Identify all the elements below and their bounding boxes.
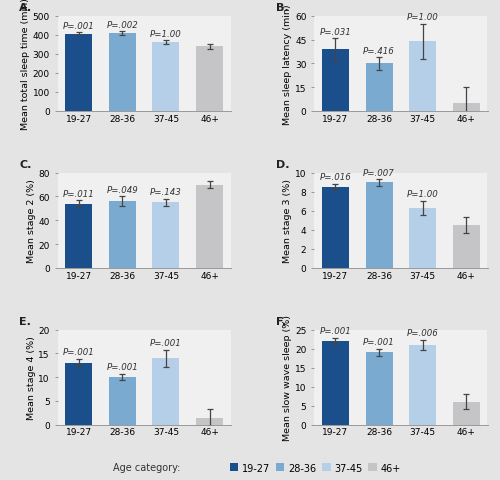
- Text: P=.002: P=.002: [106, 21, 138, 30]
- Bar: [409, 345, 436, 425]
- Text: P=.001: P=.001: [63, 22, 95, 31]
- Text: P=.016: P=.016: [320, 173, 352, 182]
- Text: D.: D.: [276, 159, 289, 169]
- Y-axis label: Mean slow wave sleep (%): Mean slow wave sleep (%): [283, 314, 292, 440]
- Bar: [152, 359, 180, 425]
- Bar: [109, 202, 136, 268]
- Bar: [196, 47, 223, 112]
- Text: P=1.00: P=1.00: [150, 30, 182, 38]
- Bar: [66, 35, 92, 112]
- Bar: [409, 42, 436, 112]
- Bar: [452, 402, 479, 425]
- Bar: [109, 377, 136, 425]
- Text: P=.001: P=.001: [363, 337, 395, 347]
- Text: P=.143: P=.143: [150, 188, 182, 197]
- Y-axis label: Mean stage 3 (%): Mean stage 3 (%): [283, 179, 292, 263]
- Text: E.: E.: [20, 316, 31, 326]
- Bar: [366, 64, 392, 112]
- Text: P=.416: P=.416: [363, 47, 395, 56]
- Text: F.: F.: [276, 316, 286, 326]
- Bar: [152, 203, 180, 268]
- Bar: [66, 363, 92, 425]
- Bar: [322, 188, 349, 268]
- Y-axis label: Mean stage 2 (%): Mean stage 2 (%): [26, 179, 36, 263]
- Text: P=.001: P=.001: [63, 348, 95, 357]
- Text: P=.006: P=.006: [406, 329, 438, 338]
- Bar: [196, 418, 223, 425]
- Bar: [66, 204, 92, 268]
- Bar: [409, 208, 436, 268]
- Text: P=.011: P=.011: [63, 189, 95, 198]
- Y-axis label: Mean sleep latency (min): Mean sleep latency (min): [283, 4, 292, 124]
- Text: P=1.00: P=1.00: [406, 190, 438, 199]
- Text: P=.031: P=.031: [320, 27, 352, 36]
- Text: P=.049: P=.049: [106, 186, 138, 195]
- Text: P=.001: P=.001: [320, 326, 352, 336]
- Y-axis label: Mean stage 4 (%): Mean stage 4 (%): [26, 336, 36, 419]
- Bar: [322, 341, 349, 425]
- Bar: [109, 34, 136, 112]
- Text: A.: A.: [20, 3, 32, 13]
- Bar: [452, 104, 479, 112]
- Text: B.: B.: [276, 3, 288, 13]
- Legend: 19-27, 28-36, 37-45, 46+: 19-27, 28-36, 37-45, 46+: [230, 463, 400, 473]
- Text: Age category:: Age category:: [112, 462, 180, 471]
- Text: P=.001: P=.001: [150, 338, 182, 348]
- Text: P=1.00: P=1.00: [406, 13, 438, 23]
- Bar: [452, 226, 479, 268]
- Text: P=.001: P=.001: [106, 363, 138, 372]
- Bar: [196, 185, 223, 268]
- Bar: [152, 43, 180, 112]
- Bar: [366, 183, 392, 268]
- Bar: [322, 50, 349, 112]
- Text: C.: C.: [20, 159, 32, 169]
- Y-axis label: Mean total sleep time (min): Mean total sleep time (min): [21, 0, 30, 130]
- Bar: [366, 353, 392, 425]
- Text: P=.007: P=.007: [363, 168, 395, 177]
